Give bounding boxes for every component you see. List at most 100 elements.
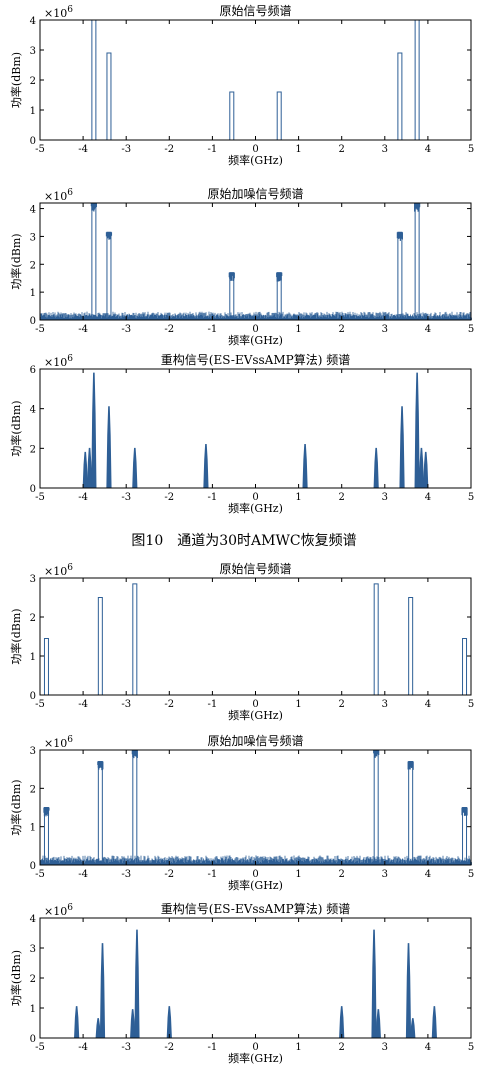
peak-11 xyxy=(418,447,425,489)
y-axis-label: 功率(dBm) xyxy=(9,779,23,835)
peak-2 xyxy=(106,231,112,320)
x-axis-label: 频率(GHz) xyxy=(228,153,283,167)
peak-1 xyxy=(91,202,97,320)
peak-9 xyxy=(375,1009,381,1039)
x-tick-label: -3 xyxy=(121,869,131,880)
peak-5 xyxy=(397,52,403,140)
x-tick-label: -3 xyxy=(121,144,131,155)
x-axis-label: 频率(GHz) xyxy=(228,708,283,722)
y-tick-label: 3 xyxy=(30,46,36,57)
x-tick-label: -4 xyxy=(78,1042,88,1053)
peak-3 xyxy=(91,372,97,489)
chart-title: 重构信号(ES-EVssAMP算法) 频谱 xyxy=(161,901,350,916)
y-tick-label: 1 xyxy=(30,288,36,299)
y-tick-label: 2 xyxy=(30,974,36,985)
plot-frame xyxy=(39,368,472,489)
x-tick-label: 5 xyxy=(468,869,474,880)
peak-1 xyxy=(82,451,88,489)
x-tick-label: 0 xyxy=(252,699,258,710)
x-tick-label: -4 xyxy=(78,324,88,335)
x-tick-label: -5 xyxy=(35,1042,45,1053)
peak-12 xyxy=(423,451,429,489)
chart-title: 原始信号频谱 xyxy=(219,4,291,18)
peak-edge-4 xyxy=(373,750,380,758)
peak-edge-2 xyxy=(105,232,113,240)
x-tick-label: -3 xyxy=(121,699,131,710)
x-tick-label: -5 xyxy=(35,869,45,880)
peak-4 xyxy=(373,583,379,695)
x-tick-label: -4 xyxy=(78,869,88,880)
peak-edge-2 xyxy=(97,761,104,771)
x-tick-label: 2 xyxy=(339,324,345,335)
chart-title: 原始加噪信号频谱 xyxy=(207,734,303,748)
x-tick-label: -3 xyxy=(121,1042,131,1053)
x-tick-label: 2 xyxy=(339,492,345,503)
peak-6 xyxy=(462,637,468,695)
y-axis-label: 功率(dBm) xyxy=(9,950,23,1006)
x-tick-label: -4 xyxy=(78,492,88,503)
peak-4 xyxy=(276,91,282,140)
x-tick-label: 5 xyxy=(468,324,474,335)
peak-edge-1 xyxy=(90,203,97,212)
x-tick-label: -1 xyxy=(208,699,218,710)
y-tick-label: 4 xyxy=(30,16,36,27)
x-tick-label: 2 xyxy=(339,869,345,880)
exponent-label: ×106 xyxy=(44,5,73,20)
y-axis-label: 功率(dBm) xyxy=(9,52,23,108)
peak-edge-3 xyxy=(228,272,235,282)
y-tick-label: 0 xyxy=(30,484,36,495)
x-tick-label: -2 xyxy=(164,324,174,335)
x-tick-label: 3 xyxy=(382,1042,388,1053)
x-tick-label: 1 xyxy=(295,1042,301,1053)
peak-2 xyxy=(97,761,103,865)
plot-frame xyxy=(39,577,472,696)
x-tick-label: -4 xyxy=(78,144,88,155)
peak-edge-4 xyxy=(276,272,283,282)
y-tick-label: 4 xyxy=(30,405,36,416)
x-tick-label: -2 xyxy=(164,1042,174,1053)
x-axis-label: 频率(GHz) xyxy=(228,501,283,515)
chart-4: 原始信号频谱 -5 -4 -3 -2 -1 0 1 2 3 4 5 0 1 2 3 ×106 频率(GHz) 功率(… xyxy=(9,562,474,722)
x-axis-label: 频率(GHz) xyxy=(228,1051,283,1065)
plot-frame xyxy=(39,19,472,141)
peak-6 xyxy=(414,202,420,320)
figure-caption: 图10 通道为30时AMWC恢复频谱 xyxy=(131,533,357,549)
x-tick-label: -2 xyxy=(164,144,174,155)
peak-10 xyxy=(414,372,420,489)
x-tick-label: 1 xyxy=(295,144,301,155)
x-tick-label: -1 xyxy=(208,1042,218,1053)
y-tick-label: 3 xyxy=(30,574,36,585)
exponent-label: ×106 xyxy=(44,735,73,750)
x-tick-label: 3 xyxy=(382,869,388,880)
chart-3: 重构信号(ES-EVssAMP算法) 频谱 -5 -4 -3 -2 -1 0 1 2 3 4 5 0 2 4… xyxy=(9,352,474,515)
y-tick-label: 3 xyxy=(30,232,36,243)
peak-edge-3 xyxy=(131,750,138,759)
y-tick-label: 1 xyxy=(30,823,36,834)
x-tick-label: -1 xyxy=(208,869,218,880)
x-tick-label: -5 xyxy=(35,144,45,155)
peak-edge-6 xyxy=(461,807,468,817)
x-tick-label: -5 xyxy=(35,699,45,710)
x-tick-label: -3 xyxy=(121,492,131,503)
peak-2 xyxy=(97,597,103,695)
peak-1 xyxy=(91,19,97,140)
peak-4 xyxy=(130,1009,136,1039)
plot-frame xyxy=(39,202,472,321)
peak-edge-5 xyxy=(407,761,414,770)
x-tick-label: 1 xyxy=(295,869,301,880)
y-tick-label: 0 xyxy=(30,316,36,327)
peak-8 xyxy=(371,929,377,1039)
y-axis-label: 功率(dBm) xyxy=(9,400,23,456)
x-tick-label: 4 xyxy=(425,699,431,710)
peak-6 xyxy=(462,807,468,865)
y-tick-label: 0 xyxy=(30,691,36,702)
y-tick-label: 3 xyxy=(30,944,36,955)
peak-6 xyxy=(414,19,420,140)
exponent-label: ×106 xyxy=(44,354,73,369)
x-tick-label: 2 xyxy=(339,144,345,155)
peak-2 xyxy=(95,1018,101,1039)
peak-5 xyxy=(408,597,414,695)
x-tick-label: 2 xyxy=(339,699,345,710)
chart-6: 重构信号(ES-EVssAMP算法) 频谱 -5 -4 -3 -2 -1 0 1 2 3 4 5 0 1 2… xyxy=(9,901,474,1065)
